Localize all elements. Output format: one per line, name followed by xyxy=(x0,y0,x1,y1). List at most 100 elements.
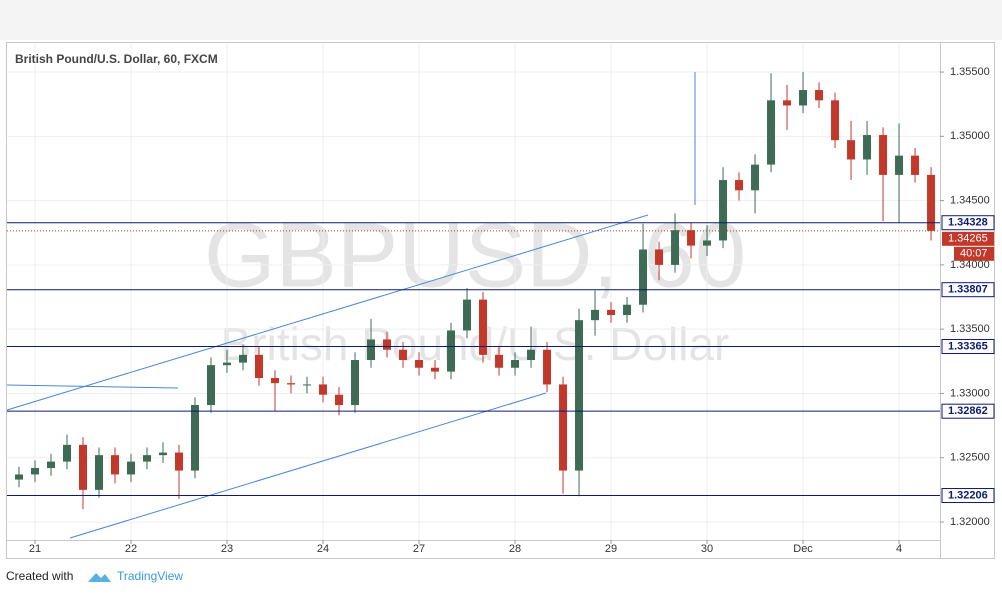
candle-body xyxy=(687,230,696,246)
trend-line xyxy=(69,392,547,539)
candle-body xyxy=(479,299,488,355)
candle-body xyxy=(799,90,808,106)
y-tick-label: 1.33000 xyxy=(950,387,990,399)
top-bar xyxy=(0,0,1002,40)
candle-body xyxy=(575,320,584,471)
watermark: GBPUSD, 60 xyxy=(204,204,746,306)
candle-body xyxy=(895,155,904,175)
candle-body xyxy=(719,180,728,241)
y-tick-label: 1.32000 xyxy=(950,516,990,528)
x-tick-label: 4 xyxy=(896,543,902,555)
candle-body xyxy=(111,455,120,475)
candle-body xyxy=(559,384,568,471)
level-label: 1.32206 xyxy=(948,489,988,501)
x-tick-label: 23 xyxy=(221,543,233,555)
y-tick-label: 1.35500 xyxy=(950,66,990,78)
candle-body xyxy=(815,90,824,101)
x-tick-label: 24 xyxy=(317,543,329,555)
countdown-box xyxy=(954,246,994,261)
candle-body xyxy=(655,249,664,265)
candle-body xyxy=(927,174,936,231)
candle-body xyxy=(447,330,456,372)
candle-body xyxy=(79,444,88,490)
x-tick-label: 28 xyxy=(509,543,521,555)
level-label-box xyxy=(941,488,995,504)
tradingview-logo[interactable] xyxy=(88,573,111,582)
candle-body xyxy=(191,405,200,471)
candle-body xyxy=(703,240,712,246)
candle-body xyxy=(367,339,376,361)
candle-body xyxy=(287,383,296,385)
candle-body xyxy=(847,140,856,160)
level-label-box xyxy=(941,215,995,231)
candle-body xyxy=(303,384,312,386)
candle-body xyxy=(143,455,152,462)
tradingview-link[interactable]: TradingView xyxy=(117,569,183,583)
candle-body xyxy=(591,309,600,321)
x-tick-label: Dec xyxy=(793,543,813,555)
level-label-box xyxy=(941,282,995,298)
candle-body xyxy=(383,339,392,350)
candle-body xyxy=(911,155,920,175)
candle-body xyxy=(751,164,760,191)
y-tick-label: 1.33500 xyxy=(950,323,990,335)
y-tick-label: 1.35000 xyxy=(950,130,990,142)
candle-body xyxy=(127,461,136,475)
x-tick-label: 27 xyxy=(413,543,425,555)
candles xyxy=(15,72,936,510)
candle-body xyxy=(735,180,744,191)
candle-body xyxy=(495,354,504,368)
candle-body xyxy=(31,468,40,475)
level-label: 1.33807 xyxy=(948,284,988,296)
x-tick-label: 22 xyxy=(125,543,137,555)
candle-body xyxy=(15,474,24,480)
levels: 1.34328 1.33807 1.33365 1.32862 1.32206 1.342… xyxy=(7,215,995,504)
candle-body xyxy=(831,100,840,141)
candle-body xyxy=(671,230,680,265)
candle-body xyxy=(319,384,328,395)
x-tick-label: 29 xyxy=(605,543,617,555)
footer-text: Created with xyxy=(6,569,73,583)
x-tick-label: 30 xyxy=(701,543,713,555)
candle-body xyxy=(767,100,776,165)
last-price-box xyxy=(942,231,994,246)
y-tick-label: 1.32500 xyxy=(950,452,990,464)
candle-body xyxy=(431,367,440,372)
candle-body xyxy=(223,362,232,366)
candle-body xyxy=(175,452,184,471)
candle-body xyxy=(543,349,552,385)
candle-body xyxy=(511,360,520,368)
candle-body xyxy=(63,444,72,462)
level-label: 1.33365 xyxy=(948,340,988,352)
chart-title: British Pound/U.S. Dollar, 60, FXCM xyxy=(15,52,218,66)
candle-body xyxy=(239,354,248,363)
drawings xyxy=(6,72,696,539)
countdown: 40:07 xyxy=(960,248,988,260)
candle-body xyxy=(527,349,536,361)
candle-body xyxy=(335,394,344,406)
y-tick-label: 1.34000 xyxy=(950,259,990,271)
candle-body xyxy=(639,249,648,305)
level-label: 1.32862 xyxy=(948,405,988,417)
y-tick-label: 1.34500 xyxy=(950,195,990,207)
candle-body xyxy=(879,135,888,175)
level-label-box xyxy=(941,339,995,355)
candle-body xyxy=(623,304,632,316)
candle-body xyxy=(607,309,616,316)
candle-body xyxy=(399,349,408,361)
candle-body xyxy=(351,360,360,406)
candle-body xyxy=(255,354,264,379)
candle-body xyxy=(415,360,424,368)
trend-line xyxy=(6,214,649,411)
candle-body xyxy=(207,365,216,406)
candle-body xyxy=(271,378,280,384)
trend-line xyxy=(6,384,179,389)
x-tick-label: 21 xyxy=(29,543,41,555)
grid xyxy=(7,43,944,544)
candle-body xyxy=(95,455,104,490)
watermark-subtitle: British Pound/U.S. Dollar xyxy=(221,318,730,370)
candle-body xyxy=(463,299,472,331)
level-label: 1.34328 xyxy=(948,217,988,229)
